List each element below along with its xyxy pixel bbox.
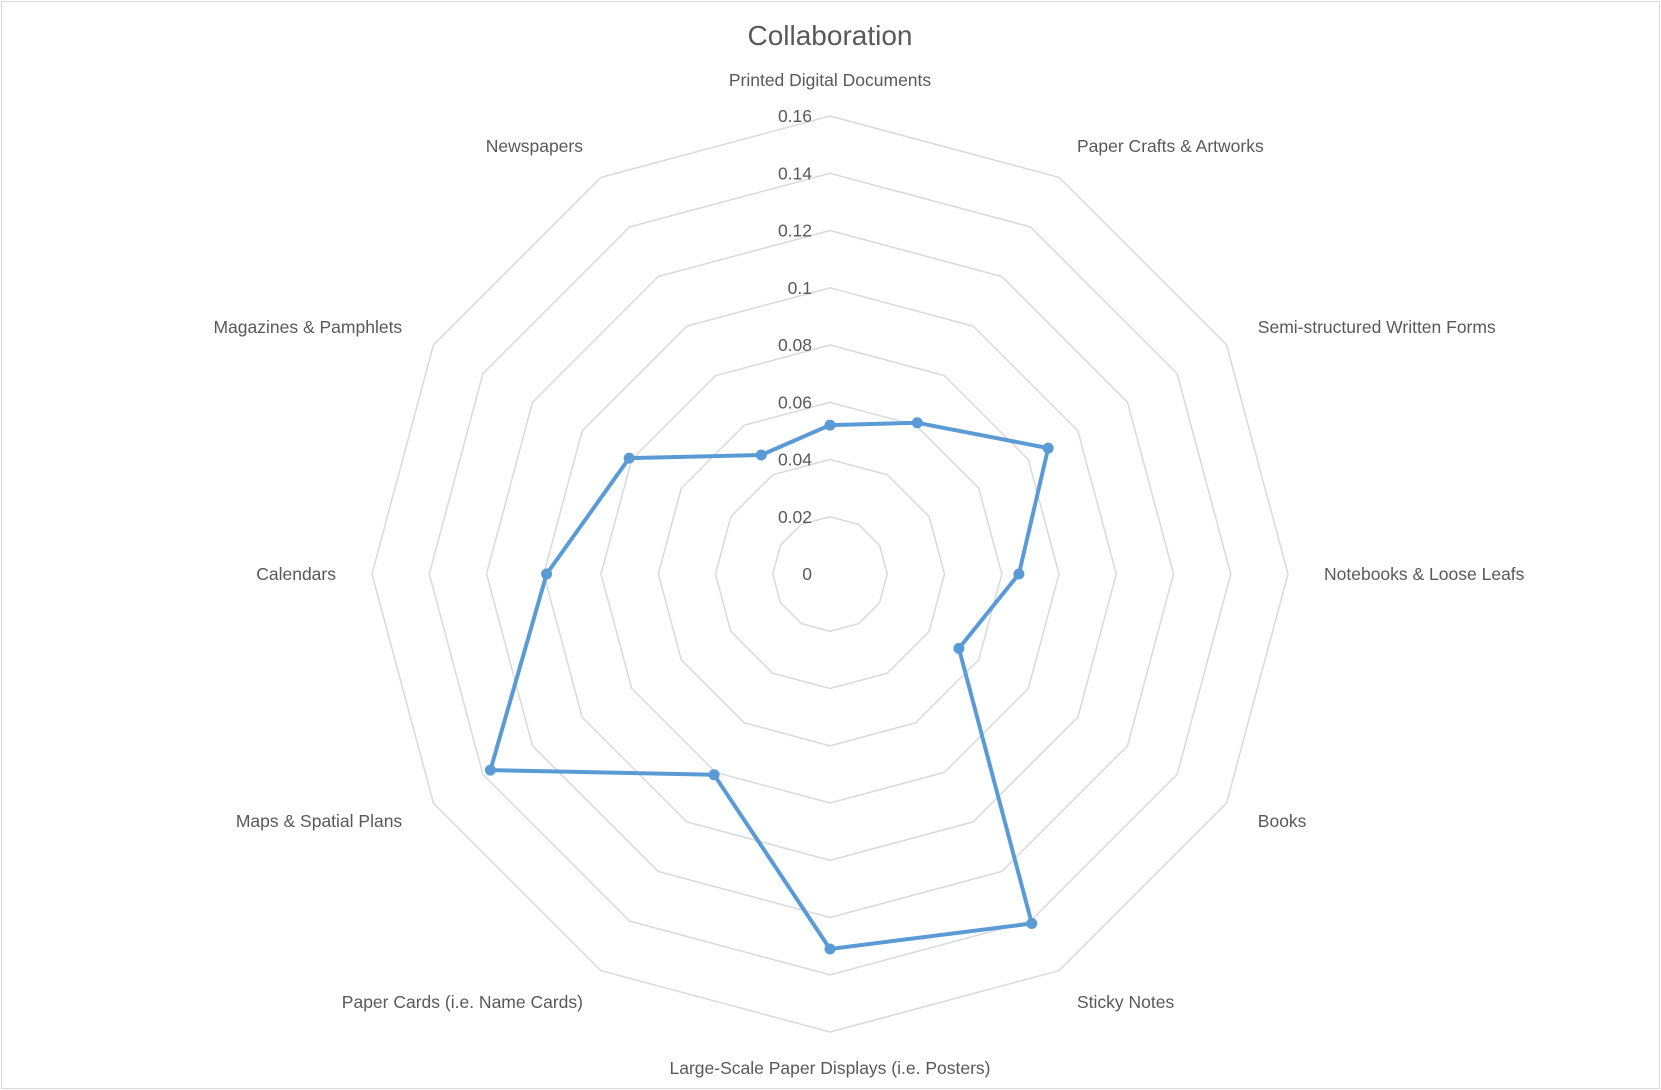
radial-tick-label: 0.14	[778, 163, 812, 183]
data-point	[1042, 442, 1054, 454]
category-label: Semi-structured Written Forms	[1258, 317, 1496, 337]
radial-tick-label: 0.1	[788, 278, 812, 298]
category-labels: Printed Digital Documents Paper Crafts & …	[213, 70, 1524, 1078]
radial-tick-label: 0.16	[778, 106, 812, 126]
category-label: Large-Scale Paper Displays (i.e. Posters…	[670, 1058, 991, 1078]
category-label: Magazines & Pamphlets	[213, 317, 402, 337]
radial-tick-labels: 0 0.02 0.04 0.06 0.08 0.1 0.12 0.14 0.16	[778, 106, 812, 584]
data-point	[541, 568, 553, 580]
data-point	[911, 417, 923, 429]
grid-ring	[371, 115, 1289, 1033]
data-point	[1013, 568, 1025, 580]
category-label: Sticky Notes	[1077, 992, 1174, 1012]
grid-ring	[772, 516, 889, 633]
grid-ring	[600, 344, 1060, 804]
grid-ring	[543, 287, 1118, 862]
radar-grid	[371, 115, 1289, 1033]
grid-ring	[714, 458, 946, 690]
category-label: Maps & Spatial Plans	[236, 811, 403, 831]
radial-tick-label: 0.04	[778, 450, 812, 470]
chart-title: Collaboration	[748, 20, 913, 51]
category-label: Newspapers	[486, 136, 584, 156]
data-point	[824, 419, 836, 431]
grid-ring	[485, 229, 1175, 919]
grid-ring	[428, 172, 1232, 976]
data-point	[1026, 918, 1038, 929]
radial-tick-label: 0	[802, 564, 812, 584]
data-point	[623, 452, 635, 464]
radial-tick-label: 0.08	[778, 335, 812, 355]
radial-tick-label: 0.02	[778, 507, 812, 527]
radial-tick-label: 0.12	[778, 221, 812, 241]
category-label: Paper Crafts & Artworks	[1077, 136, 1264, 156]
category-label: Paper Cards (i.e. Name Cards)	[342, 992, 583, 1012]
category-label: Printed Digital Documents	[729, 70, 932, 90]
data-point	[708, 769, 720, 781]
category-label: Calendars	[256, 564, 336, 584]
grid-ring	[657, 401, 1003, 747]
data-point	[824, 943, 836, 955]
category-label: Books	[1258, 811, 1307, 831]
data-point	[953, 642, 965, 654]
category-label: Notebooks & Loose Leafs	[1324, 564, 1525, 584]
data-point	[755, 449, 767, 461]
radial-tick-label: 0.06	[778, 392, 812, 412]
series-layer	[484, 417, 1054, 955]
data-point	[484, 764, 496, 776]
